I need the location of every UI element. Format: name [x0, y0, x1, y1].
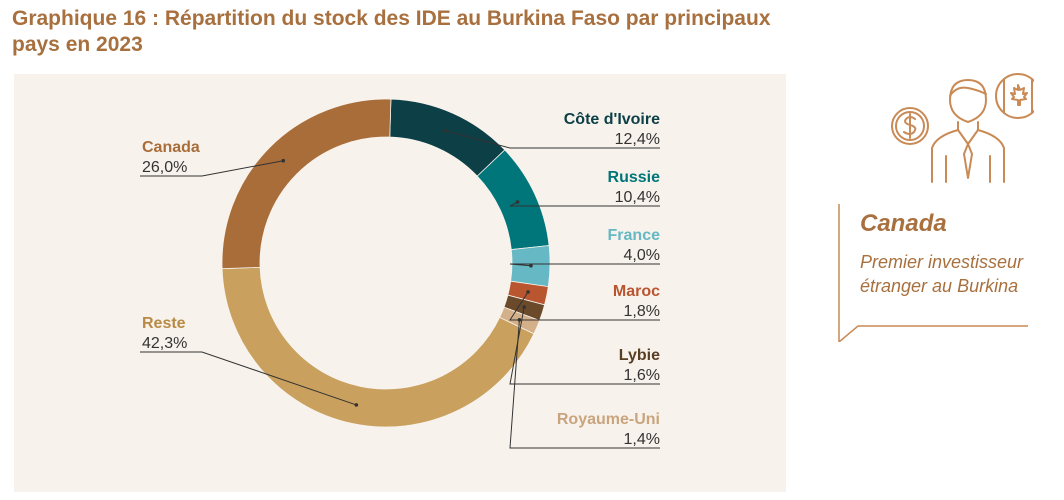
label-name-cote-d-ivoire: Côte d'Ivoire [564, 111, 660, 128]
leader-dot-france [529, 263, 533, 268]
callout-frame [838, 204, 1028, 342]
chart-title: Graphique 16 : Répartition du stock des … [12, 7, 771, 56]
label-value-royaume-uni: 1,4% [624, 431, 660, 448]
businessman-icon [931, 79, 1005, 183]
donut-chart: Côte d'Ivoire 12,4% Russie 10,4% France 4,0% M… [140, 98, 661, 449]
leader-dot-russie [515, 200, 520, 204]
callout-text: Premier investisseur étranger au Burkina [860, 252, 1024, 296]
slice-cote-d-ivoire [389, 98, 506, 177]
investor-illustration [891, 73, 1034, 183]
dollar-coin-icon [891, 107, 929, 145]
label-value-france: 4,0% [624, 247, 660, 264]
leader-line-royaume-uni [509, 319, 660, 449]
leader-line-maroc [509, 291, 660, 321]
leader-dot-royaume-uni [517, 318, 522, 322]
chart-panel: Côte d'Ivoire 12,4% Russie 10,4% France 4,0% M… [14, 74, 786, 492]
leader-dot-lybie [522, 305, 526, 309]
callout-heading: Canada [860, 210, 947, 237]
label-value-reste: 42,3% [142, 335, 187, 352]
label-value-cote-d-ivoire: 12,4% [615, 131, 660, 148]
label-name-france: France [608, 227, 661, 244]
callout-box: Canada Premier investisseur étranger au … [838, 204, 1060, 342]
leader-dot-maroc [526, 290, 530, 294]
label-value-canada: 26,0% [142, 159, 187, 176]
label-name-canada: Canada [142, 139, 200, 156]
label-name-maroc: Maroc [613, 283, 660, 300]
label-value-lybie: 1,6% [624, 367, 660, 384]
leader-dot-reste [354, 403, 359, 407]
label-name-reste: Reste [142, 315, 186, 332]
leader-dot-cote-d-ivoire [443, 128, 447, 133]
slice-canada [221, 98, 392, 270]
label-value-russie: 10,4% [615, 189, 660, 206]
label-name-lybie: Lybie [619, 347, 660, 364]
slice-reste [221, 266, 535, 428]
leader-dot-canada [281, 158, 286, 163]
label-name-russie: Russie [608, 169, 661, 186]
leader-line-lybie [509, 306, 660, 385]
canada-flag-icon [995, 73, 1034, 119]
leader-line-france [509, 263, 660, 267]
leader-line-reste [140, 351, 357, 406]
label-value-maroc: 1,8% [624, 303, 660, 320]
leader-line-russie [509, 201, 660, 207]
label-name-royaume-uni: Royaume-Uni [557, 411, 660, 428]
leader-line-cote-d-ivoire [444, 130, 660, 149]
leader-line-canada [140, 160, 284, 177]
